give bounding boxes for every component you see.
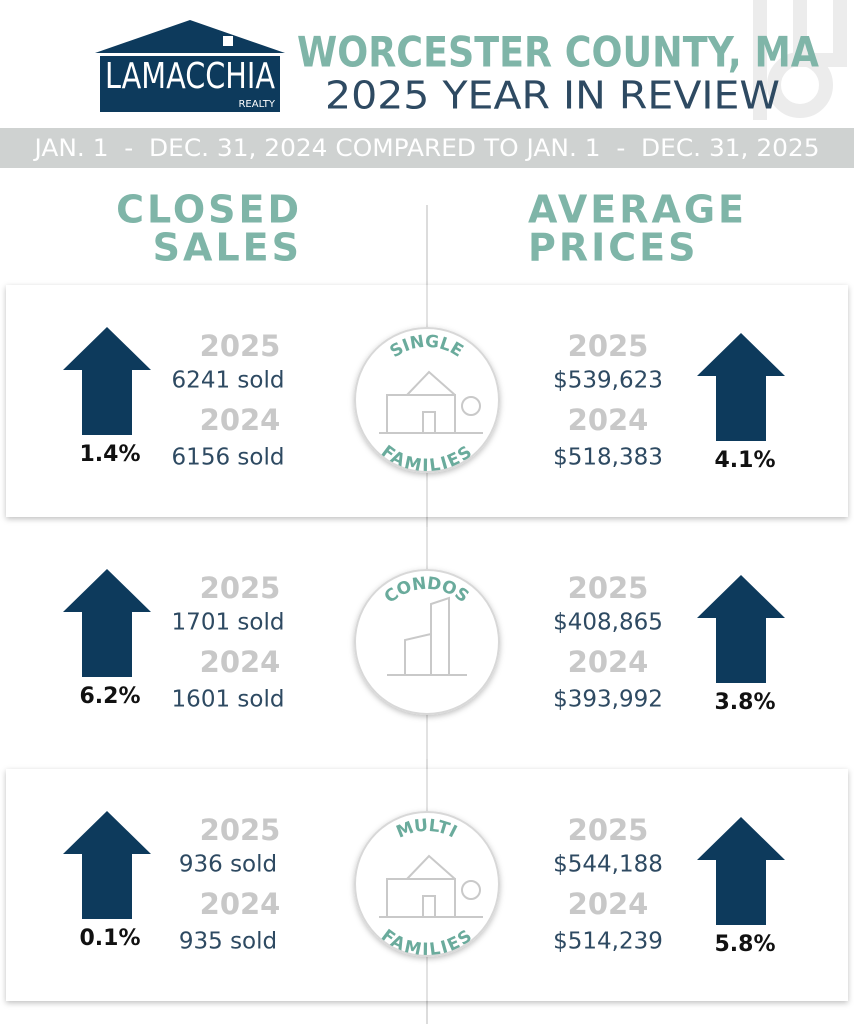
year: 2024 (200, 403, 281, 437)
up-arrow (697, 817, 785, 925)
percent-change: 6.2% (79, 684, 140, 709)
up-arrow (63, 811, 151, 919)
year: 2024 (568, 403, 649, 437)
badge-icon (379, 370, 483, 434)
percent-change: 5.8% (714, 932, 775, 957)
price-value: $539,623 (553, 368, 663, 394)
price-value: $393,992 (553, 687, 663, 713)
badge-icon (387, 596, 467, 676)
percent-change: 3.8% (714, 690, 775, 715)
left-heading: CLOSED (116, 188, 302, 232)
year: 2024 (568, 645, 649, 679)
right-heading: PRICES (528, 226, 698, 270)
year: 2024 (568, 887, 649, 921)
badge-icon (379, 854, 483, 918)
percent-change: 1.4% (79, 442, 140, 467)
right-heading: AVERAGE (528, 188, 747, 232)
logo-roof (95, 20, 285, 53)
up-arrow (63, 569, 151, 677)
up-arrow (697, 575, 785, 683)
badge (354, 569, 500, 715)
badge (354, 327, 500, 473)
tree (461, 396, 481, 416)
tree (461, 880, 481, 900)
year: 2025 (568, 329, 649, 363)
title: WORCESTER COUNTY, MA (297, 28, 819, 77)
building (387, 596, 467, 676)
subtitle: 2025 YEAR IN REVIEW (325, 74, 780, 118)
year: 2025 (568, 571, 649, 605)
price-value: $514,239 (553, 929, 663, 955)
price-value: $518,383 (553, 445, 663, 471)
sales-value: 935 sold (179, 929, 277, 955)
up-arrow (63, 327, 151, 435)
sales-value: 936 sold (179, 852, 277, 878)
logo-box (100, 56, 280, 112)
sales-value: 6156 sold (172, 445, 285, 471)
sales-value: 6241 sold (172, 368, 285, 394)
year: 2025 (200, 329, 281, 363)
logo-name: LAMACCHIA (105, 56, 275, 97)
date-band (0, 128, 854, 168)
logo-sub: REALTY (238, 99, 275, 110)
price-value: $544,188 (553, 852, 663, 878)
up-arrow (697, 333, 785, 441)
sales-value: 1701 sold (172, 610, 285, 636)
badge (354, 811, 500, 957)
percent-change: 4.1% (714, 448, 775, 473)
year: 2024 (200, 887, 281, 921)
logo-window (223, 36, 233, 46)
left-heading: SALES (153, 226, 302, 270)
date-range: JAN. 1 - DEC. 31, 2024 COMPARED TO JAN. … (32, 134, 819, 162)
year: 2025 (568, 813, 649, 847)
sales-value: 1601 sold (172, 687, 285, 713)
year: 2025 (200, 571, 281, 605)
house (379, 370, 483, 434)
house (379, 854, 483, 918)
decor-icon (753, 0, 847, 120)
price-value: $408,865 (553, 610, 663, 636)
year: 2024 (200, 645, 281, 679)
percent-change: 0.1% (79, 926, 140, 951)
year: 2025 (200, 813, 281, 847)
